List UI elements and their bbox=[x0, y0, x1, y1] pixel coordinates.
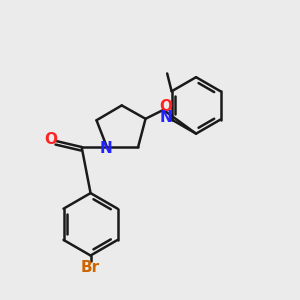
Text: O: O bbox=[44, 132, 58, 147]
Text: N: N bbox=[160, 110, 172, 125]
Text: N: N bbox=[100, 141, 113, 156]
Text: Br: Br bbox=[81, 260, 100, 275]
Text: O: O bbox=[159, 99, 172, 114]
